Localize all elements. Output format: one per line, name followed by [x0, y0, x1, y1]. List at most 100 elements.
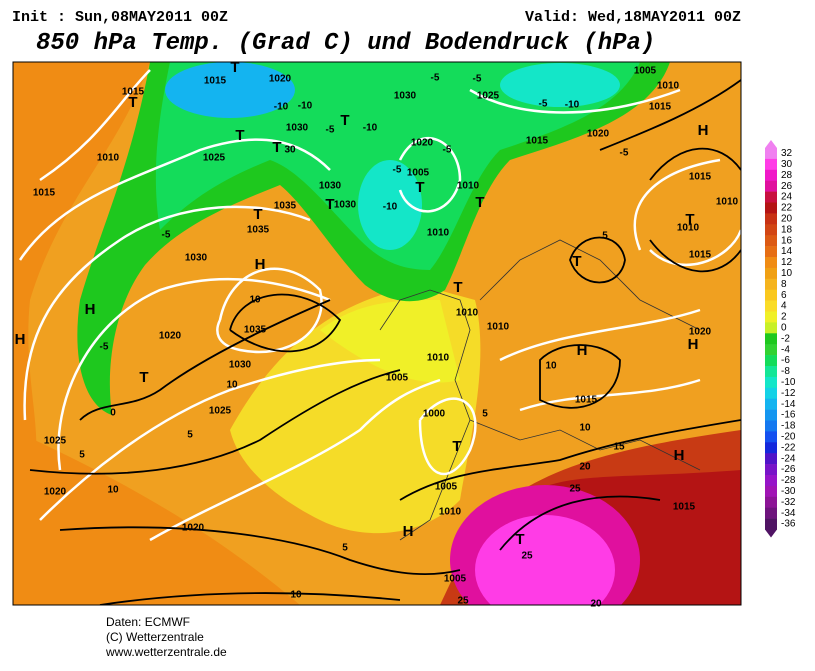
colorbar-cell — [765, 420, 777, 432]
contour-label: 1020 — [689, 327, 712, 338]
colorbar-label: -8 — [781, 366, 790, 377]
contour-label: 0 — [110, 408, 116, 419]
contour-label: 1030 — [319, 181, 342, 192]
contour-label: 1010 — [487, 322, 510, 333]
pressure-center-label: H — [698, 122, 709, 139]
colorbar-label: 32 — [781, 148, 793, 159]
contour-label: 1010 — [657, 81, 680, 92]
contour-label: -5 — [431, 73, 440, 84]
contour-label: -5 — [473, 74, 482, 85]
contour-label: 5 — [342, 543, 348, 554]
contour-label: 30 — [284, 145, 296, 156]
contour-label: 1020 — [182, 523, 205, 534]
contour-label: 1005 — [435, 482, 458, 493]
colorbar-label: 12 — [781, 257, 793, 268]
contour-label: 1020 — [269, 74, 292, 85]
contour-label: -5 — [620, 148, 629, 159]
colorbar-label: 16 — [781, 235, 793, 246]
colorbar-label: -20 — [781, 431, 796, 442]
pressure-center-label: H — [688, 336, 699, 353]
colorbar-cell — [765, 464, 777, 476]
contour-label: 1010 — [456, 308, 479, 319]
contour-label: 5 — [187, 430, 193, 441]
contour-label: 1025 — [209, 406, 232, 417]
colorbar-label: 14 — [781, 246, 793, 257]
colorbar-label: -28 — [781, 475, 796, 486]
contour-label: 1005 — [444, 574, 467, 585]
contour-label: 20 — [590, 599, 602, 610]
colorbar-label: -30 — [781, 486, 796, 497]
contour-label: 1030 — [185, 253, 208, 264]
colorbar-cell — [765, 518, 777, 530]
contour-label: 5 — [79, 450, 85, 461]
pressure-center-label: H — [85, 301, 96, 318]
colorbar-label: -2 — [781, 333, 790, 344]
contour-label: 20 — [579, 462, 591, 473]
pressure-center-label: T — [515, 531, 524, 548]
colorbar-cell — [765, 333, 777, 345]
contour-label: 1015 — [122, 87, 145, 98]
contour-label: 1020 — [587, 129, 610, 140]
pressure-center-label: T — [230, 59, 239, 76]
colorbar-cell — [765, 213, 777, 225]
colorbar-label: -6 — [781, 355, 790, 366]
colorbar-label: 22 — [781, 203, 793, 214]
colorbar-label: -18 — [781, 421, 796, 432]
contour-label: 10 — [290, 590, 302, 601]
contour-label: 1020 — [159, 331, 182, 342]
pressure-center-label: H — [403, 523, 414, 540]
contour-label: 1030 — [229, 360, 252, 371]
contour-label: 1005 — [407, 168, 430, 179]
contour-label: 15 — [613, 442, 625, 453]
contour-label: 1035 — [244, 325, 267, 336]
pressure-center-label: H — [674, 447, 685, 464]
colorbar-label: -16 — [781, 410, 796, 421]
pressure-center-label: T — [128, 94, 137, 111]
colorbar-label: -12 — [781, 388, 796, 399]
colorbar-cell — [765, 235, 777, 247]
contour-label: 10 — [579, 423, 591, 434]
contour-label: 1010 — [457, 181, 480, 192]
pressure-center-label: H — [15, 331, 26, 348]
contour-label: 1030 — [394, 91, 417, 102]
contour-label: -5 — [393, 165, 402, 176]
colorbar-cell — [765, 300, 777, 312]
contour-label: -10 — [274, 102, 289, 113]
init-time: Init : Sun,08MAY2011 00Z — [12, 9, 228, 26]
contour-label: -10 — [383, 202, 398, 213]
contour-label: 1010 — [677, 223, 700, 234]
colorbar-tip — [765, 140, 777, 148]
pressure-center-label: T — [475, 194, 484, 211]
pressure-center-label: H — [577, 342, 588, 359]
colorbar-label: 6 — [781, 290, 787, 301]
contour-label: 1015 — [689, 250, 712, 261]
pressure-center-label: T — [415, 179, 424, 196]
colorbar-cell — [765, 409, 777, 421]
contour-label: 25 — [457, 596, 469, 607]
pressure-center-label: T — [685, 211, 694, 228]
colorbar-cell — [765, 278, 777, 290]
contour-label: 1015 — [673, 502, 696, 513]
colorbar-label: 28 — [781, 170, 793, 181]
pressure-center-label: T — [452, 438, 461, 455]
colorbar-label: 2 — [781, 312, 787, 323]
contour-label: 1025 — [44, 436, 67, 447]
colorbar-cell — [765, 202, 777, 214]
colorbar-label: 24 — [781, 192, 793, 203]
pressure-center-label: T — [325, 196, 334, 213]
colorbar-cell — [765, 431, 777, 443]
colorbar-label: -4 — [781, 344, 790, 355]
colorbar-label: 18 — [781, 224, 793, 235]
contour-label: -5 — [539, 99, 548, 110]
contour-label: 1015 — [689, 172, 712, 183]
colorbar-label: 10 — [781, 268, 793, 279]
valid-time: Valid: Wed,18MAY2011 00Z — [525, 9, 741, 26]
colorbar-label: -26 — [781, 464, 796, 475]
contour-label: 10 — [226, 380, 238, 391]
contour-label: 1035 — [247, 225, 270, 236]
colorbar-cell — [765, 257, 777, 269]
contour-label: 1005 — [386, 373, 409, 384]
map-title: 850 hPa Temp. (Grad C) und Bodendruck (h… — [36, 30, 655, 57]
colorbar-cell — [765, 169, 777, 181]
pressure-center-label: T — [139, 369, 148, 386]
